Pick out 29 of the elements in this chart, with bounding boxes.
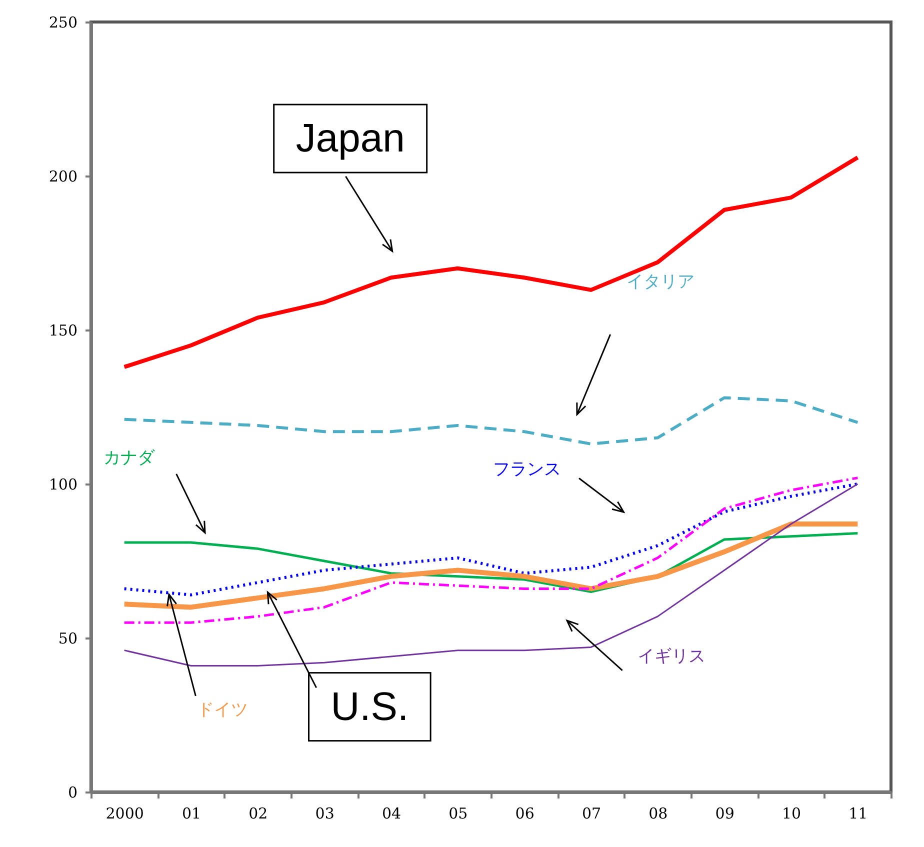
x-tick-label: 06 xyxy=(515,804,534,822)
text: ドイツ xyxy=(196,700,248,720)
series-label: イギリス xyxy=(638,646,706,666)
x-tick-label: 11 xyxy=(848,804,868,822)
x-tick-label: 07 xyxy=(582,804,602,822)
x-tick-label: 01 xyxy=(182,804,202,822)
text: カナダ xyxy=(104,448,156,468)
y-tick-label: 200 xyxy=(48,168,78,186)
y-tick-label: 50 xyxy=(58,630,78,648)
x-tick-label: 09 xyxy=(715,804,734,822)
y-tick-label: 150 xyxy=(48,322,78,340)
line-series xyxy=(122,396,860,446)
text: イタリア xyxy=(626,272,694,292)
line-series xyxy=(122,482,860,596)
y-tick-label: 250 xyxy=(48,14,78,32)
text: フランス xyxy=(493,460,561,480)
x-tick-label: 05 xyxy=(448,804,468,822)
x-tick-label: 08 xyxy=(648,804,668,822)
line-series xyxy=(124,483,858,666)
y-tick-label: 100 xyxy=(48,476,78,494)
x-tick-label: 04 xyxy=(382,804,402,822)
x-tick-label: 2000 xyxy=(106,804,144,822)
x-tick-label: 02 xyxy=(248,804,268,822)
x-tick-label: 03 xyxy=(315,804,334,822)
y-tick-label: 0 xyxy=(68,784,78,802)
line-series xyxy=(123,476,859,624)
series-label: U.S. xyxy=(330,684,409,729)
x-tick-label: 10 xyxy=(782,804,802,822)
text: Japan xyxy=(296,116,405,161)
